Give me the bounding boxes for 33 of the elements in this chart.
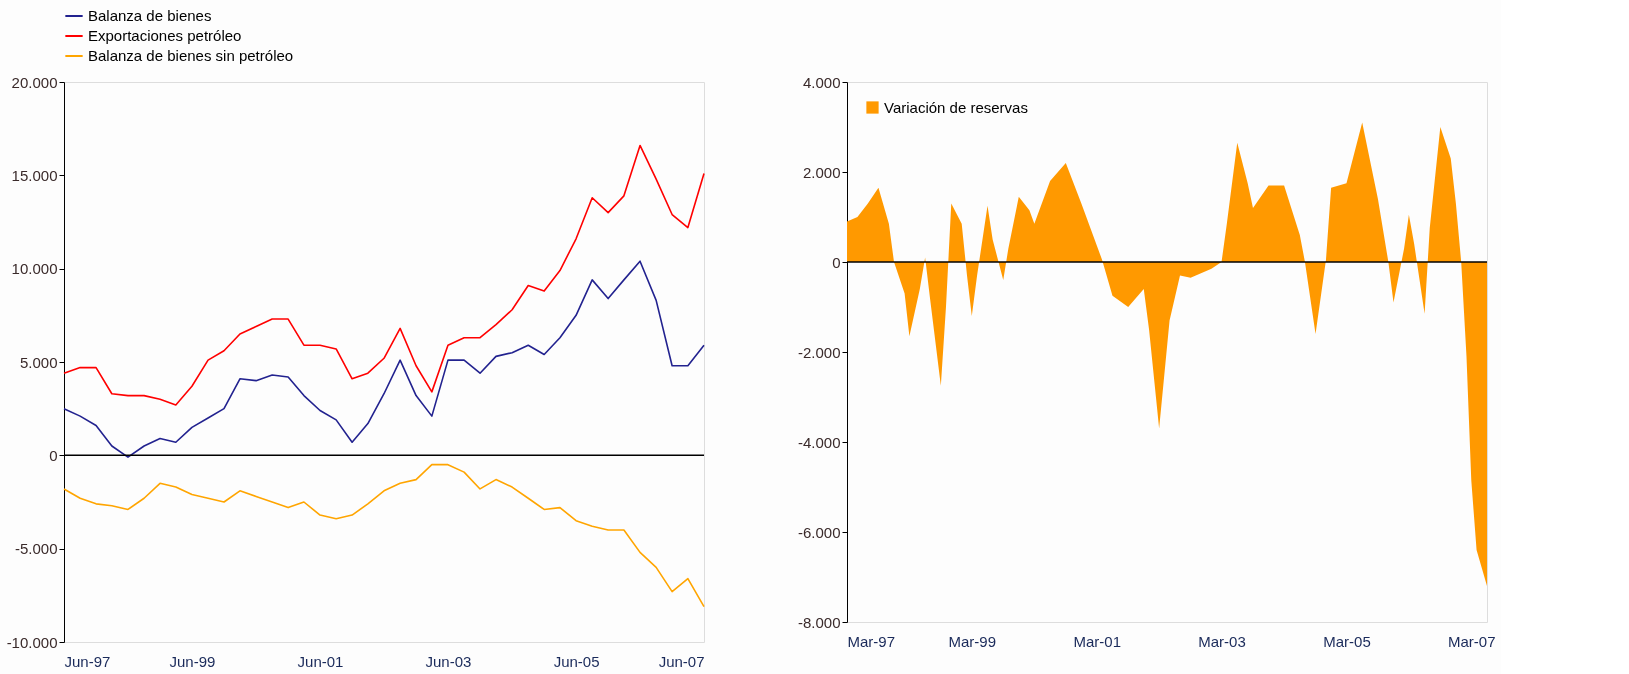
x-tick-label: Mar-01 [1073,632,1121,650]
x-tick-label: Jun-03 [425,652,472,670]
x-tick-label: Mar-07 [1448,632,1496,650]
y-tick-label: 15.000 [11,166,58,184]
legend-label: Exportaciones petróleo [88,27,242,44]
line-series [63,463,705,608]
x-tick-label: Jun-05 [553,652,600,670]
y-tick-label: 20.000 [11,73,58,91]
y-tick-label: -5.000 [14,540,58,558]
y-tick-label: -2.000 [797,343,841,361]
y-tick-label: 4.000 [802,73,841,91]
x-tick-label: Mar-05 [1323,632,1371,650]
y-tick-label: 5.000 [19,353,58,371]
legend-label: Variación de reservas [884,98,1028,116]
y-tick-label: -6.000 [797,523,841,541]
x-tick-label: Mar-03 [1198,632,1246,650]
x-tick-label: Jun-07 [658,652,705,670]
legend-label: Balanza de bienes sin petróleo [88,47,294,64]
x-tick-label: Mar-99 [948,632,997,650]
y-tick-label: -4.000 [797,433,841,451]
line-series [63,260,705,458]
y-tick-label: -10.000 [6,633,58,651]
line-series [63,144,705,406]
y-tick-label: 2.000 [802,163,841,181]
x-tick-label: Jun-99 [169,652,216,670]
y-tick-label: -8.000 [797,613,841,631]
y-tick-label: 10.000 [11,260,58,278]
x-tick-label: Jun-97 [64,652,111,670]
y-tick-label: 0 [49,446,58,464]
x-tick-label: Mar-97 [847,632,896,650]
legend-label: Balanza de bienes [88,7,212,24]
y-tick-label: 0 [832,253,841,271]
x-tick-label: Jun-01 [297,652,344,670]
